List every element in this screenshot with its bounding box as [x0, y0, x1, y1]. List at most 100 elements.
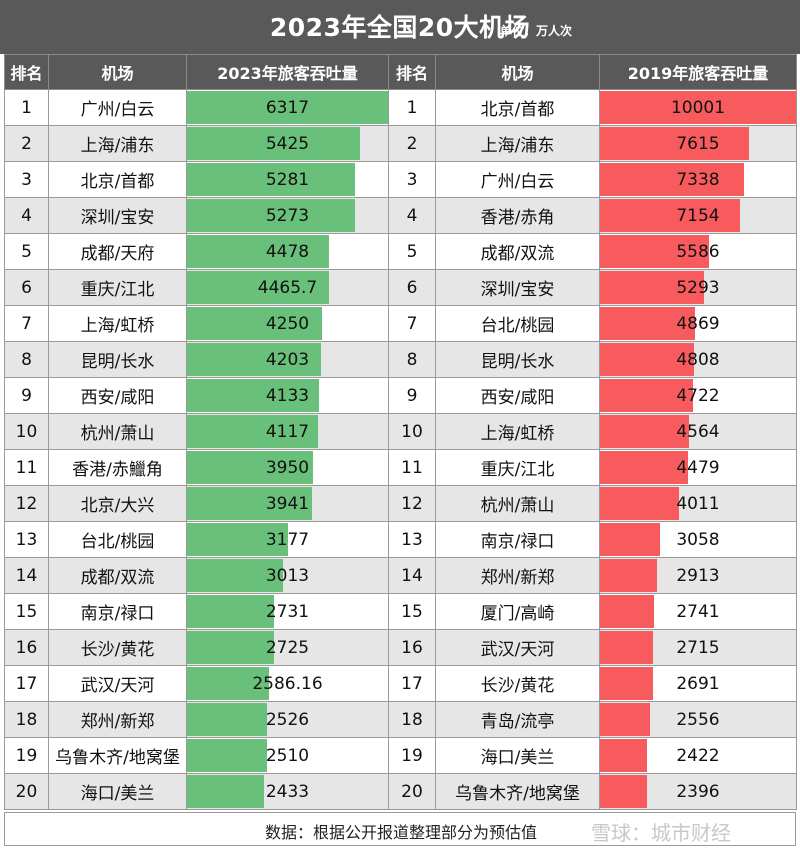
- value-label-2019: 2913: [676, 565, 720, 586]
- bar-2023: [187, 631, 274, 664]
- bar-2023: [187, 235, 330, 268]
- value-label-2023: 6317: [265, 97, 310, 118]
- airport-name-2023: 成都/天府: [48, 233, 187, 270]
- bar-2019: [600, 703, 651, 736]
- value-label-2023: 3950: [265, 457, 310, 478]
- airport-name-2023: 昆明/长水: [48, 341, 187, 378]
- bar-2023-cell: 5425: [186, 125, 389, 162]
- value-label-2023: 2731: [265, 601, 310, 622]
- bar-2019-cell: 4011: [599, 485, 797, 522]
- bar-2023: [187, 415, 318, 448]
- airport-name-2019: 厦门/高崎: [435, 593, 600, 630]
- table-row: 16 长沙/黄花 2725 16 武汉/天河 2715: [4, 629, 797, 666]
- value-label-2023: 4203: [265, 349, 310, 370]
- ranking-table: 排名 机场 2023年旅客吞吐量 排名 机场 2019年旅客吞吐量 1 广州/白云…: [4, 54, 797, 810]
- airport-name-2023: 上海/虹桥: [48, 305, 187, 342]
- table-row: 7 上海/虹桥 4250 7 台北/桃园 4869: [4, 305, 797, 342]
- bar-2019-cell: 2556: [599, 701, 797, 738]
- bar-2019-cell: 5586: [599, 233, 797, 270]
- bar-2023: [187, 163, 356, 196]
- bar-2019-cell: 10001: [599, 89, 797, 126]
- bar-2023-cell: 2526: [186, 701, 389, 738]
- airport-name-2023: 上海/浦东: [48, 125, 187, 162]
- airport-name-2019: 上海/虹桥: [435, 413, 600, 450]
- bar-2019: [600, 631, 654, 664]
- airport-name-2019: 香港/赤角: [435, 197, 600, 234]
- airport-name-2019: 郑州/新郑: [435, 557, 600, 594]
- value-label-2023: 3177: [265, 529, 310, 550]
- airport-name-2023: 深圳/宝安: [48, 197, 187, 234]
- rank-cell: 20: [4, 773, 49, 810]
- value-label-2019: 4722: [676, 385, 720, 406]
- bar-2023-cell: 3177: [186, 521, 389, 558]
- bar-2019: [600, 775, 647, 808]
- title-bar: 2023年全国20大机场 单位：万人次: [0, 0, 800, 54]
- airport-name-2019: 长沙/黄花: [435, 665, 600, 702]
- value-label-2019: 4479: [676, 457, 720, 478]
- bar-2019-cell: 2913: [599, 557, 797, 594]
- airport-name-2023: 重庆/江北: [48, 269, 187, 306]
- bar-2023-cell: 3013: [186, 557, 389, 594]
- value-label-2023: 2433: [265, 781, 310, 802]
- table-row: 17 武汉/天河 2586.16 17 长沙/黄花 2691: [4, 665, 797, 702]
- bar-2023-cell: 3950: [186, 449, 389, 486]
- table-row: 3 北京/首都 5281 3 广州/白云 7338: [4, 161, 797, 198]
- rank-cell: 17: [4, 665, 49, 702]
- table-row: 15 南京/禄口 2731 15 厦门/高崎 2741: [4, 593, 797, 630]
- value-label-2019: 7338: [676, 169, 720, 190]
- airport-name-2019: 广州/白云: [435, 161, 600, 198]
- airport-name-2023: 香港/赤鱲角: [48, 449, 187, 486]
- airport-name-2023: 西安/咸阳: [48, 377, 187, 414]
- table-row: 13 台北/桃园 3177 13 南京/禄口 3058: [4, 521, 797, 558]
- bar-2019-cell: 7154: [599, 197, 797, 234]
- value-label-2019: 2691: [676, 673, 720, 694]
- table-row: 8 昆明/长水 4203 8 昆明/长水 4808: [4, 341, 797, 378]
- bar-2019-cell: 2422: [599, 737, 797, 774]
- table-row: 20 海口/美兰 2433 20 乌鲁木齐/地窝堡 2396: [4, 773, 797, 810]
- value-label-2019: 5293: [676, 277, 720, 298]
- value-2019-header: 2019年旅客吞吐量: [599, 54, 797, 90]
- bar-2019-cell: 4564: [599, 413, 797, 450]
- airport-name-2019: 上海/浦东: [435, 125, 600, 162]
- bar-2023: [187, 451, 313, 484]
- bar-2019: [600, 487, 679, 520]
- bar-2019: [600, 91, 796, 124]
- rank-cell: 13: [4, 521, 49, 558]
- airport-name-2019: 北京/首都: [435, 89, 600, 126]
- bar-2023: [187, 523, 289, 556]
- bar-2023: [187, 559, 283, 592]
- airport-name-2023: 武汉/天河: [48, 665, 187, 702]
- bar-2019-cell: 4479: [599, 449, 797, 486]
- airport-name-2023: 北京/大兴: [48, 485, 187, 522]
- value-label-2019: 3058: [676, 529, 720, 550]
- value-label-2019: 4011: [676, 493, 720, 514]
- rank-cell: 18: [388, 701, 436, 738]
- value-label-2023: 5425: [265, 133, 310, 154]
- bar-2019-cell: 3058: [599, 521, 797, 558]
- rank-cell: 15: [388, 593, 436, 630]
- value-label-2019: 4869: [676, 313, 720, 334]
- bar-2023: [187, 703, 268, 736]
- bar-2023: [187, 199, 355, 232]
- bar-2019-cell: 2691: [599, 665, 797, 702]
- rank-right-header: 排名: [388, 54, 436, 90]
- airport-name-2019: 重庆/江北: [435, 449, 600, 486]
- header-row: 排名 机场 2023年旅客吞吐量 排名 机场 2019年旅客吞吐量: [4, 54, 797, 90]
- value-label-2019: 7615: [676, 133, 720, 154]
- bar-2019-cell: 2741: [599, 593, 797, 630]
- bar-2023-cell: 4465.7: [186, 269, 389, 306]
- value-2023-header: 2023年旅客吞吐量: [186, 54, 389, 90]
- bar-2019: [600, 343, 695, 376]
- bar-2023-cell: 4203: [186, 341, 389, 378]
- rank-cell: 18: [4, 701, 49, 738]
- table-row: 2 上海/浦东 5425 2 上海/浦东 7615: [4, 125, 797, 162]
- bar-2023-cell: 4250: [186, 305, 389, 342]
- bar-2023: [187, 127, 360, 160]
- bar-2023: [187, 667, 270, 700]
- value-label-2023: 2725: [265, 637, 310, 658]
- watermark: 雪球：城市财经: [591, 821, 731, 845]
- source-note: 数据：根据公开报道整理部分为预估值: [264, 823, 537, 842]
- rank-cell: 14: [388, 557, 436, 594]
- bar-2019-cell: 2396: [599, 773, 797, 810]
